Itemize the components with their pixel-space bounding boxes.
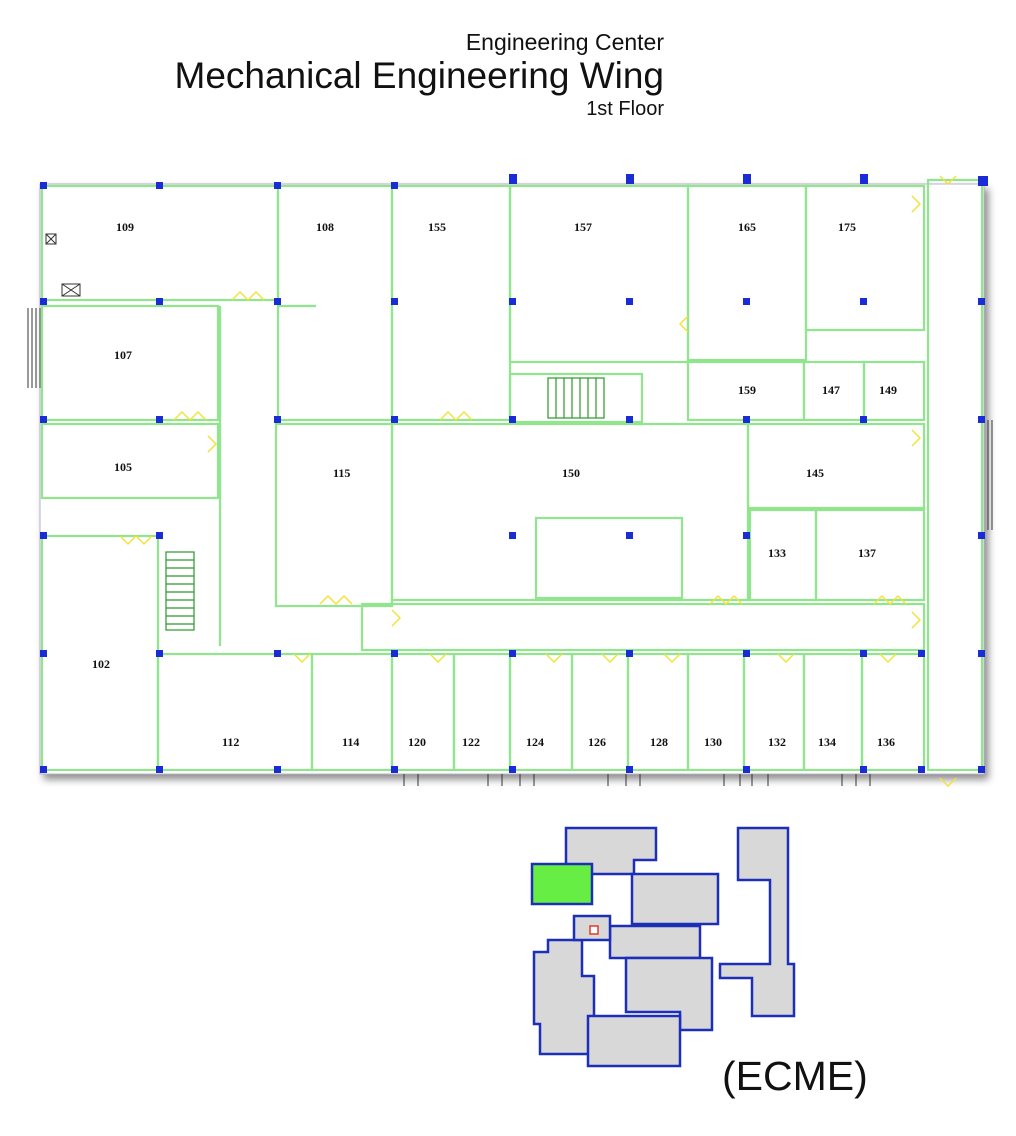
room-134: 134: [818, 735, 836, 749]
floor-label: 1st Floor: [586, 98, 664, 120]
room-155: 155: [428, 220, 446, 234]
room-159: 159: [738, 383, 756, 397]
room-126: 126: [588, 735, 606, 749]
key-map: (ECME): [530, 826, 868, 1099]
key-map-label: (ECME): [722, 1053, 868, 1099]
structural-columns: [40, 174, 988, 773]
room-108: 108: [316, 220, 334, 234]
room-147: 147: [822, 383, 840, 397]
doors: [119, 175, 957, 788]
room-157: 157: [574, 220, 592, 234]
you-are-here-marker: [589, 925, 599, 935]
room-107: 107: [114, 348, 132, 362]
room-105: 105: [114, 460, 132, 474]
room-128: 128: [650, 735, 668, 749]
room-136: 136: [877, 735, 895, 749]
room-175: 175: [838, 220, 856, 234]
room-122: 122: [462, 735, 480, 749]
floor-outline: [39, 183, 985, 775]
room-labels: 109 108 155 157 165 175 107 159 147 149 …: [92, 220, 897, 749]
room-124: 124: [526, 735, 544, 749]
room-133: 133: [768, 546, 786, 560]
room-112: 112: [222, 735, 239, 749]
room-145: 145: [806, 466, 824, 480]
room-132: 132: [768, 735, 786, 749]
walls: [40, 178, 984, 772]
room-149: 149: [879, 383, 897, 397]
room-137: 137: [858, 546, 876, 560]
building-name: Engineering Center: [465, 29, 664, 55]
room-130: 130: [704, 735, 722, 749]
fixtures: [27, 233, 993, 786]
room-150: 150: [562, 466, 580, 480]
wing-title: Mechanical Engineering Wing: [174, 55, 665, 96]
stairs: [165, 377, 605, 631]
room-114: 114: [342, 735, 359, 749]
room-120: 120: [408, 735, 426, 749]
room-109: 109: [116, 220, 134, 234]
room-165: 165: [738, 220, 756, 234]
room-102: 102: [92, 657, 110, 671]
room-115: 115: [333, 466, 350, 480]
title-block: Engineering Center Mechanical Engineerin…: [175, 28, 665, 122]
highlighted-wing: [530, 862, 594, 906]
